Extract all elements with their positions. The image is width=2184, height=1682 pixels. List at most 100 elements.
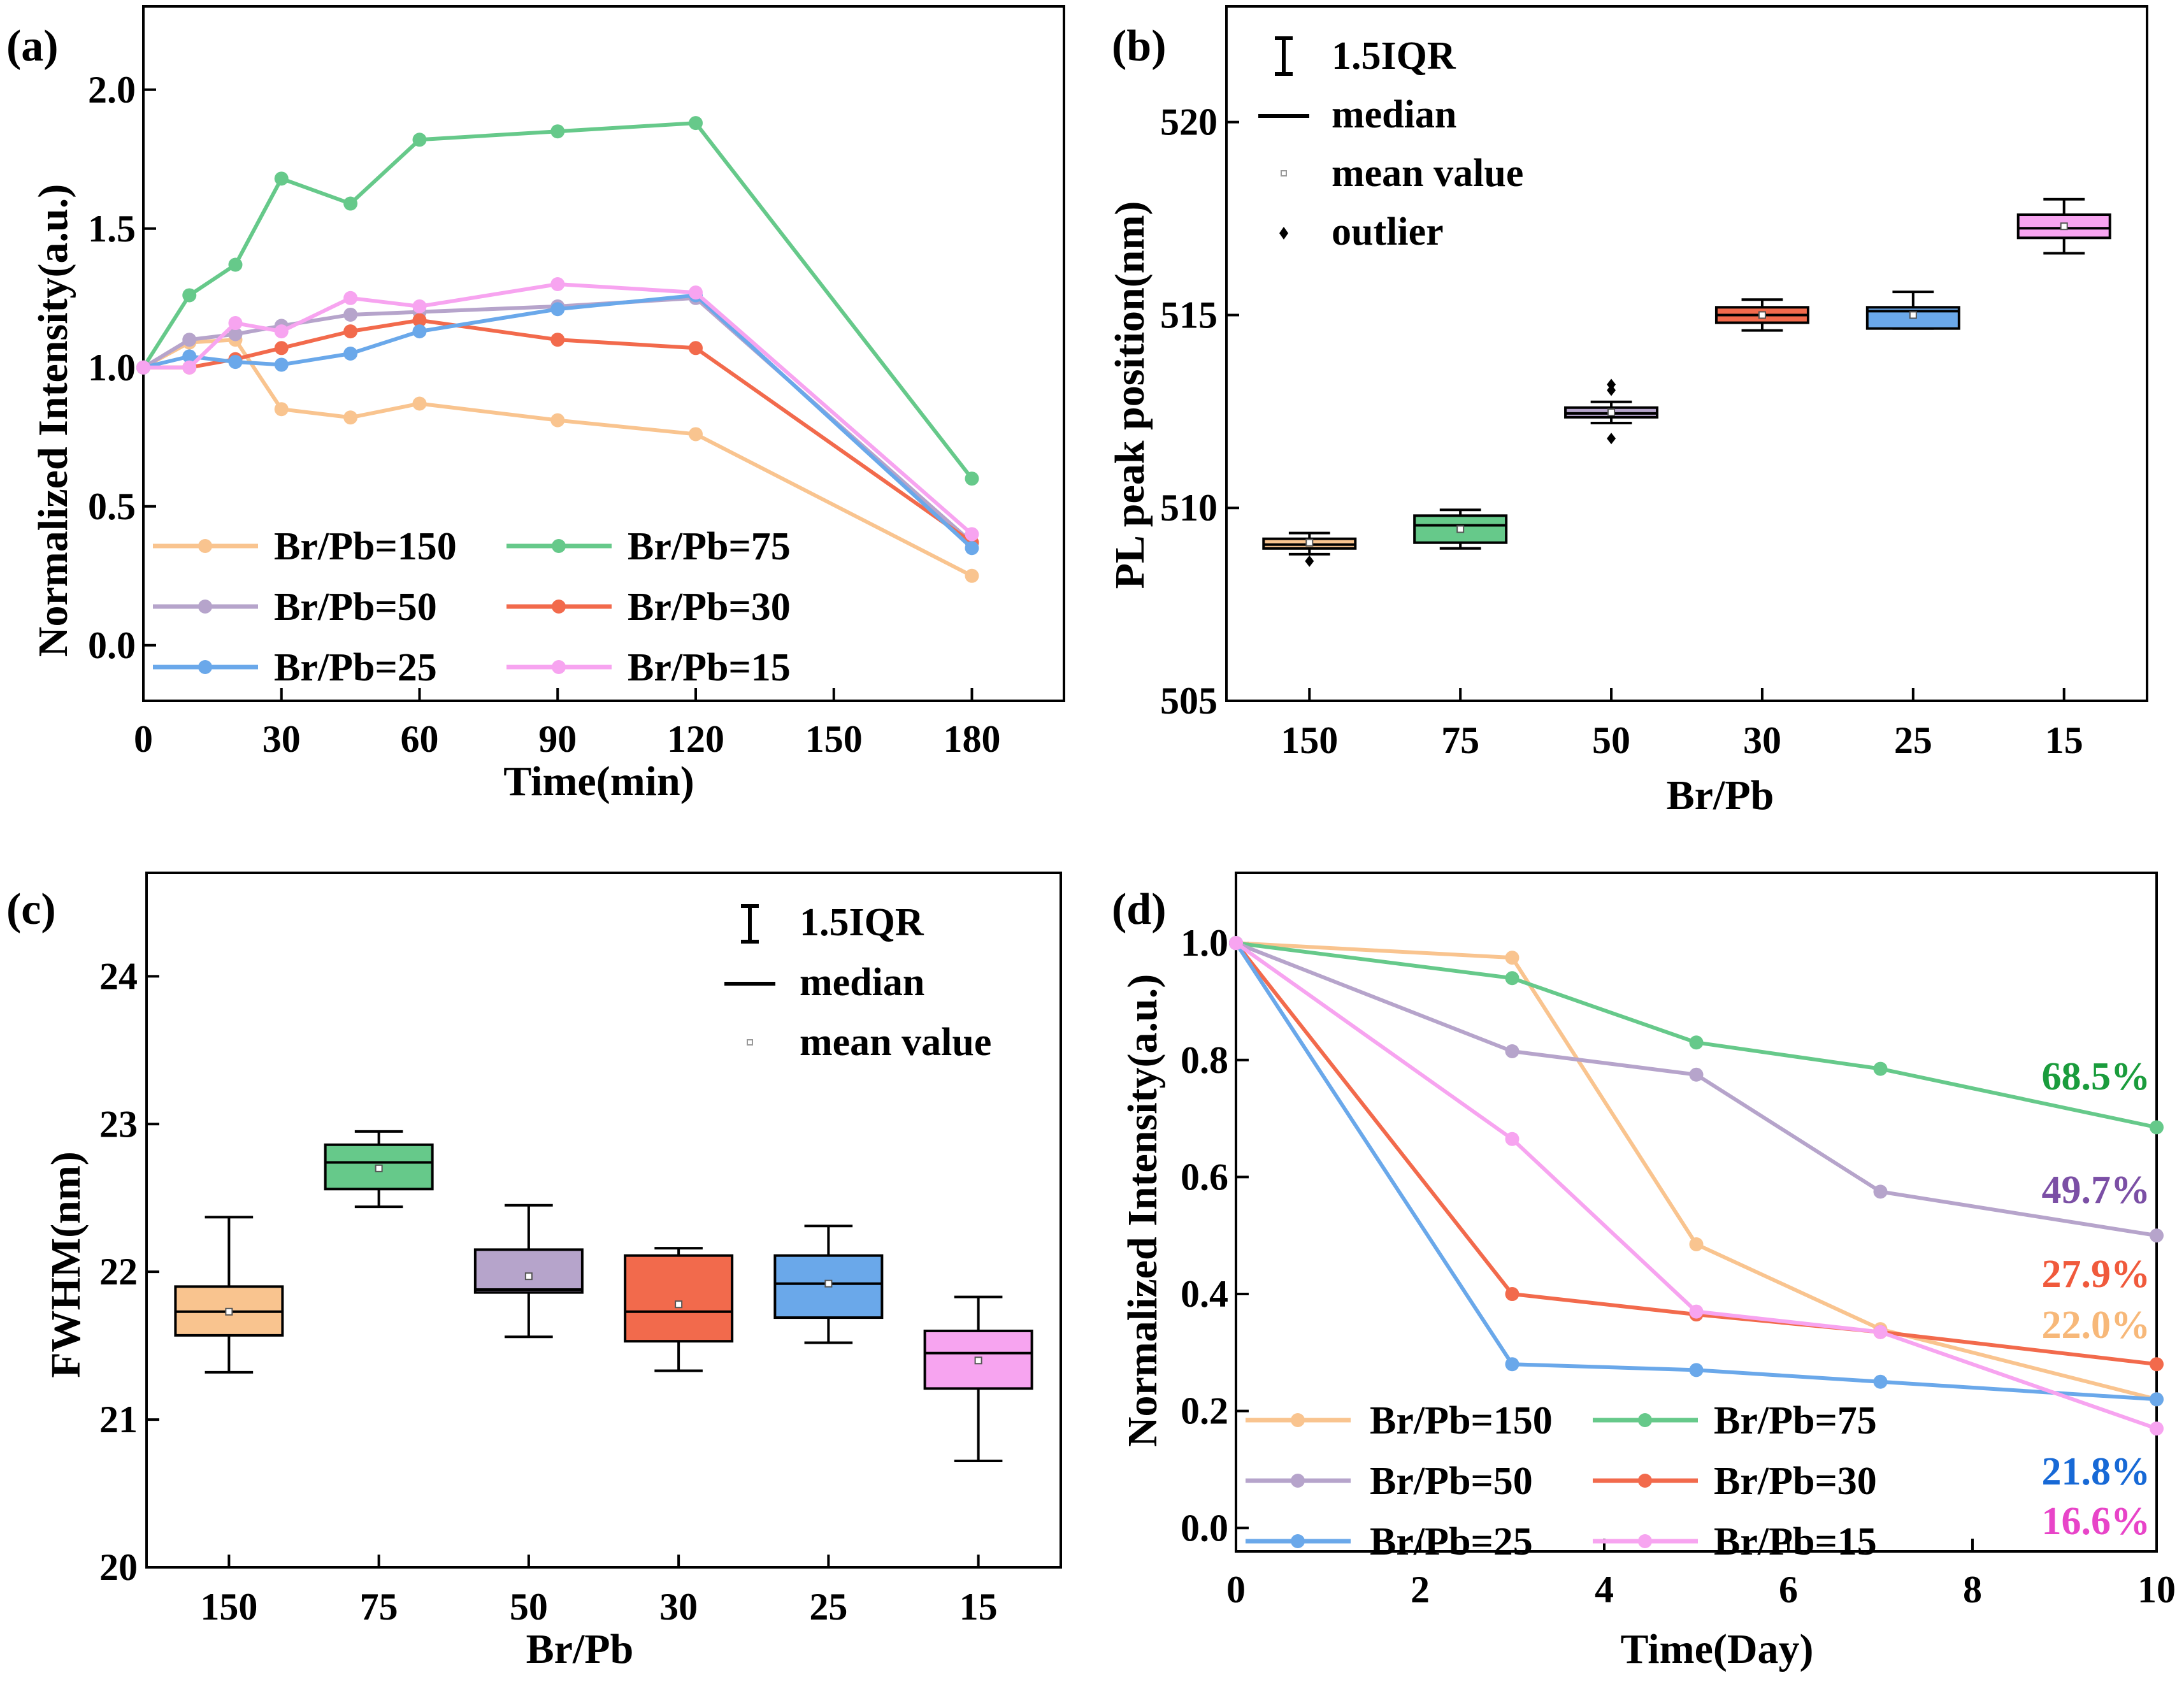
axis-xlabel-d: Time(Day)	[1620, 1626, 1813, 1672]
y-tick-label-d: 0.6	[1181, 1156, 1228, 1198]
y-tick-label-d: 0.4	[1181, 1273, 1228, 1315]
outlier-point-b-50	[1607, 384, 1616, 396]
annotation-pct-75: 68.5%	[2042, 1055, 2151, 1098]
x-tick-label-d: 4	[1595, 1569, 1614, 1611]
data-point-d-75	[1689, 1035, 1704, 1050]
legend-label-d-30: Br/Pb=30	[1714, 1460, 1877, 1503]
y-tick-label-d: 0.0	[1181, 1507, 1228, 1549]
legend-marker-d-25	[1291, 1534, 1305, 1548]
annotation-pct-50: 49.7%	[2042, 1168, 2151, 1212]
data-point-a-30	[274, 341, 289, 356]
data-point-d-25	[1505, 1357, 1519, 1372]
plot-frame-d	[1235, 872, 2158, 1553]
x-tick-label-d: 6	[1779, 1569, 1798, 1611]
x-tick-label-d: 10	[2137, 1569, 2176, 1611]
data-point-a-75	[412, 133, 427, 147]
data-point-a-75	[550, 124, 565, 139]
legend-marker-a-150	[198, 539, 212, 553]
legend-label-c-mean: mean value	[800, 1021, 991, 1064]
data-point-d-50	[1873, 1184, 1888, 1199]
legend-label-a-15: Br/Pb=15	[628, 646, 791, 689]
y-tick-label-d: 0.2	[1181, 1390, 1228, 1432]
mean-marker-b-25	[1909, 311, 1917, 319]
outlier-point-b-50	[1607, 433, 1616, 445]
axis-ylabel-b: PL peak position(nm)	[1107, 201, 1153, 589]
data-point-a-75	[965, 471, 979, 486]
data-point-d-75	[1505, 971, 1519, 986]
mean-marker-c-50	[524, 1272, 533, 1281]
x-tick-label-a: 150	[805, 718, 863, 760]
legend-marker-a-30	[552, 600, 566, 614]
data-point-a-30	[689, 341, 703, 356]
x-tick-label-d: 8	[1963, 1569, 1982, 1611]
y-tick-label-a: 1.0	[88, 347, 136, 389]
data-point-a-150	[965, 568, 979, 583]
y-tick-label-c: 20	[99, 1546, 138, 1588]
axis-ylabel-d: Normalized Intensity(a.u.)	[1119, 974, 1166, 1447]
legend-mean-icon-b	[1281, 170, 1287, 176]
data-point-a-25	[274, 357, 289, 372]
annotation-pct-25: 21.8%	[2042, 1450, 2151, 1493]
axis-xlabel-b: Br/Pb	[1667, 772, 1774, 819]
mean-marker-b-30	[1758, 311, 1766, 319]
legend-marker-d-50	[1291, 1474, 1305, 1488]
x-tick-label-c: 30	[659, 1586, 698, 1628]
data-point-a-75	[343, 196, 358, 211]
data-point-d-50	[1689, 1067, 1704, 1082]
x-tick-label-a: 30	[262, 718, 301, 760]
mean-marker-c-150	[225, 1307, 233, 1316]
data-point-a-25	[228, 355, 243, 370]
y-tick-label-c: 24	[99, 955, 138, 997]
data-point-a-30	[412, 313, 427, 327]
x-tick-label-a: 120	[667, 718, 724, 760]
axis-ylabel-a: Normalized Intensity(a.u.)	[30, 184, 76, 657]
series-line-d-50	[1235, 941, 2157, 1238]
data-point-a-75	[228, 257, 243, 272]
box-c-50	[473, 1248, 584, 1294]
y-tick-label-b: 505	[1160, 680, 1218, 722]
x-tick-label-b: 75	[1441, 719, 1479, 761]
y-tick-label-c: 22	[99, 1251, 138, 1293]
series-line-d-15	[1235, 941, 2157, 1431]
data-point-a-75	[689, 116, 703, 131]
annotation-pct-150: 22.0%	[2042, 1304, 2151, 1347]
legend-label-d-50: Br/Pb=50	[1370, 1460, 1533, 1503]
data-point-d-75	[2150, 1120, 2164, 1135]
data-point-a-15	[228, 316, 243, 331]
data-point-a-25	[965, 541, 979, 556]
box-c-30	[624, 1254, 734, 1343]
data-point-d-150	[1505, 951, 1519, 965]
x-tick-label-b: 50	[1592, 719, 1630, 761]
legend-label-d-25: Br/Pb=25	[1370, 1520, 1533, 1563]
data-point-a-150	[343, 410, 358, 425]
mean-marker-b-75	[1456, 525, 1465, 533]
data-point-d-50	[2150, 1228, 2164, 1243]
y-tick-label-a: 2.0	[88, 69, 136, 111]
legend-label-a-30: Br/Pb=30	[628, 586, 791, 629]
data-point-a-25	[182, 349, 197, 364]
legend-label-a-150: Br/Pb=150	[274, 525, 457, 568]
panel-label-b: (b)	[1112, 22, 1167, 71]
y-tick-label-d: 0.8	[1181, 1039, 1228, 1081]
data-point-a-75	[274, 171, 289, 186]
x-tick-label-c: 150	[200, 1586, 257, 1628]
mean-marker-c-30	[675, 1300, 683, 1309]
legend-marker-d-30	[1638, 1474, 1652, 1488]
x-tick-label-c: 50	[510, 1586, 548, 1628]
data-point-a-150	[412, 396, 427, 411]
axis-xlabel-a: Time(min)	[503, 758, 694, 805]
data-point-a-150	[274, 402, 289, 417]
data-point-a-15	[136, 360, 150, 375]
data-point-d-15	[1229, 936, 1243, 951]
data-point-a-15	[182, 360, 197, 375]
x-tick-label-b: 150	[1281, 719, 1338, 761]
legend-label-c-median: median	[800, 961, 924, 1004]
data-point-d-25	[1873, 1374, 1888, 1389]
legend-marker-d-150	[1291, 1413, 1305, 1427]
legend-marker-d-15	[1638, 1534, 1652, 1548]
data-point-a-15	[550, 277, 565, 291]
legend-label-d-150: Br/Pb=150	[1370, 1399, 1553, 1442]
legend-marker-d-75	[1638, 1413, 1652, 1427]
legend-marker-a-75	[552, 539, 566, 553]
